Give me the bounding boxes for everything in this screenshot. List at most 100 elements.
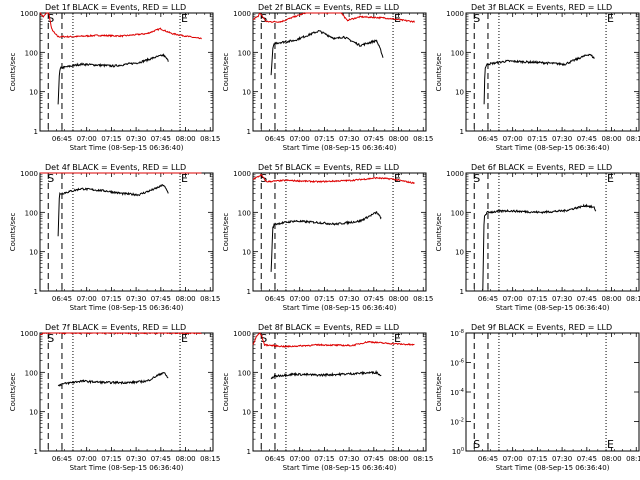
y-axis-label: Counts/sec [9,213,17,252]
events-series-line [483,53,595,105]
x-tick-label: 07:45 [364,135,384,143]
x-tick-label: 07:45 [577,295,597,303]
x-tick-label: 07:00 [503,295,523,303]
x-tick-label: 07:30 [339,135,359,143]
panel-9: Det 9f BLACK = Events, RED = LLD 06:45 07:… [435,323,640,472]
lld-series-line [252,332,415,348]
y-tick-label: 1 [460,288,464,296]
lld-series-line [252,12,415,23]
x-axis-label: Start Time (08-Sep-15 06:36:40) [283,464,397,472]
y-tick-label: 1000 [233,170,251,178]
y-axis-label: Counts/sec [9,373,17,412]
x-axis-label: Start Time (08-Sep-15 06:36:40) [496,304,610,312]
s-marker: S [473,438,480,451]
panel-1: Det 1f BLACK = Events, RED = LLD 06:45 07:… [9,3,220,152]
s-marker: S [473,172,480,185]
x-tick-label: 08:15 [626,455,640,463]
e-marker: E [181,12,188,25]
y-tick-label: 100 [25,209,38,217]
y-axis-label: Counts/sec [222,373,230,412]
e-marker: E [394,12,401,25]
s-marker: S [47,12,54,25]
e-marker: E [181,332,188,345]
s-marker: S [473,12,480,25]
panel-3: Det 3f BLACK = Events, RED = LLD 06:45 07:… [435,3,640,152]
x-tick-label: 07:30 [126,455,146,463]
panel-5: Det 5f BLACK = Events, RED = LLD 06:45 07:… [222,163,433,312]
y-tick-label: 1000 [20,170,38,178]
y-tick-label: 100 [238,49,251,57]
panel-2: Det 2f BLACK = Events, RED = LLD 06:45 07:… [222,3,433,152]
e-marker: E [181,172,188,185]
x-tick-label: 06:45 [478,295,498,303]
x-tick-label: 07:45 [577,455,597,463]
events-series-line [270,211,382,272]
panel-title: Det 3f BLACK = Events, RED = LLD [471,3,612,12]
y-tick-label: 10-2 [450,418,464,427]
x-tick-label: 08:15 [626,135,640,143]
y-tick-label: 10 [29,249,38,257]
plot-frame [39,12,214,132]
x-tick-label: 07:00 [77,135,97,143]
x-tick-label: 07:15 [314,135,334,143]
panel-title: Det 2f BLACK = Events, RED = LLD [258,3,399,12]
x-tick-label: 07:00 [77,455,97,463]
y-tick-label: 10 [455,89,464,97]
x-tick-label: 07:15 [314,455,334,463]
x-tick-label: 07:00 [290,295,310,303]
x-tick-label: 08:00 [175,455,195,463]
x-tick-label: 07:30 [552,295,572,303]
x-tick-label: 06:45 [52,455,72,463]
x-tick-label: 08:15 [200,295,220,303]
panel-8: Det 8f BLACK = Events, RED = LLD 06:45 07:… [222,323,433,472]
x-axis-label: Start Time (08-Sep-15 06:36:40) [283,144,397,152]
y-tick-label: 1 [34,288,38,296]
x-tick-label: 07:00 [503,135,523,143]
y-tick-label: 100 [25,49,38,57]
x-tick-label: 06:45 [52,295,72,303]
x-tick-label: 06:45 [478,135,498,143]
x-axis-label: Start Time (08-Sep-15 06:36:40) [496,144,610,152]
events-series-line [57,372,169,387]
y-tick-label: 1 [34,128,38,136]
lld-series-line [39,332,202,336]
s-marker: S [47,332,54,345]
x-tick-label: 08:00 [601,295,621,303]
s-marker: S [260,332,267,345]
e-marker: E [607,172,614,185]
x-tick-label: 07:45 [364,295,384,303]
y-axis-label: Counts/sec [9,53,17,92]
x-tick-label: 07:45 [577,135,597,143]
x-tick-label: 07:30 [552,455,572,463]
x-tick-label: 06:45 [265,455,285,463]
s-marker: S [47,172,54,185]
y-tick-label: 1000 [233,10,251,18]
x-tick-label: 07:00 [77,295,97,303]
x-tick-label: 08:15 [413,135,433,143]
plot-frame [465,172,640,292]
x-tick-label: 07:00 [503,455,523,463]
events-series-line [270,369,382,380]
e-marker: E [607,12,614,25]
x-tick-label: 08:00 [175,135,195,143]
y-tick-label: 1 [460,128,464,136]
y-axis-label: Counts/sec [435,53,443,92]
y-tick-label: 1 [247,128,251,136]
x-tick-label: 07:30 [552,135,572,143]
y-tick-label: 10-6 [450,359,464,368]
panel-title: Det 6f BLACK = Events, RED = LLD [471,163,612,172]
x-tick-label: 07:30 [126,295,146,303]
x-tick-label: 08:15 [413,295,433,303]
x-tick-label: 07:00 [290,455,310,463]
y-tick-label: 1 [247,288,251,296]
x-tick-label: 08:15 [200,455,220,463]
y-tick-label: 10-4 [450,388,464,397]
x-tick-label: 08:00 [175,295,195,303]
x-tick-label: 07:45 [151,455,171,463]
panel-title: Det 1f BLACK = Events, RED = LLD [45,3,186,12]
x-tick-label: 07:15 [527,295,547,303]
x-tick-label: 07:45 [151,135,171,143]
x-tick-label: 08:00 [601,135,621,143]
events-series-line [482,203,597,291]
y-tick-label: 1000 [446,170,464,178]
